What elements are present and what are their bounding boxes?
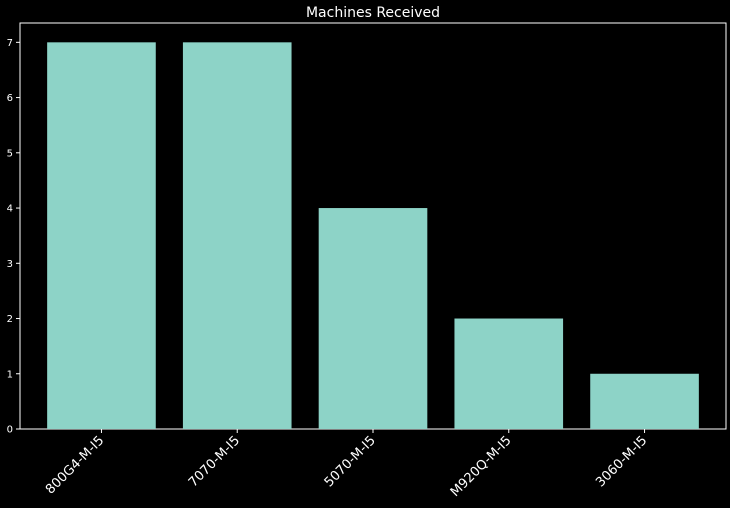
y-tick-label: 6 bbox=[7, 93, 13, 104]
x-tick-label: 3060-M-I5 bbox=[593, 433, 650, 490]
x-tick-label: 800G4-M-I5 bbox=[43, 433, 107, 497]
chart-title: Machines Received bbox=[306, 5, 440, 21]
bars-group bbox=[47, 42, 699, 429]
y-tick-label: 1 bbox=[7, 369, 13, 380]
y-tick-label: 5 bbox=[7, 148, 13, 159]
bar-3060-m-i5 bbox=[590, 373, 699, 429]
bar-5070-m-i5 bbox=[318, 208, 428, 429]
x-tick-label: M920Q-M-I5 bbox=[448, 433, 515, 500]
x-axis: 800G4-M-I5 7070-M-I5 5070-M-I5 M920Q-M-I5 30… bbox=[43, 429, 650, 500]
y-tick-label: 0 bbox=[7, 425, 13, 436]
y-tick-label: 4 bbox=[7, 204, 13, 215]
bar-7070-m-i5 bbox=[182, 42, 292, 429]
y-axis: 0 1 2 3 4 5 6 7 bbox=[7, 38, 20, 436]
x-tick-label: 7070-M-I5 bbox=[186, 433, 243, 490]
y-tick-label: 7 bbox=[7, 38, 13, 49]
bar-800g4-m-i5 bbox=[47, 42, 156, 429]
y-tick-label: 3 bbox=[7, 259, 13, 270]
y-tick-label: 2 bbox=[7, 314, 13, 325]
bar-m920q-m-i5 bbox=[454, 318, 564, 429]
x-tick-label: 5070-M-I5 bbox=[322, 433, 379, 490]
